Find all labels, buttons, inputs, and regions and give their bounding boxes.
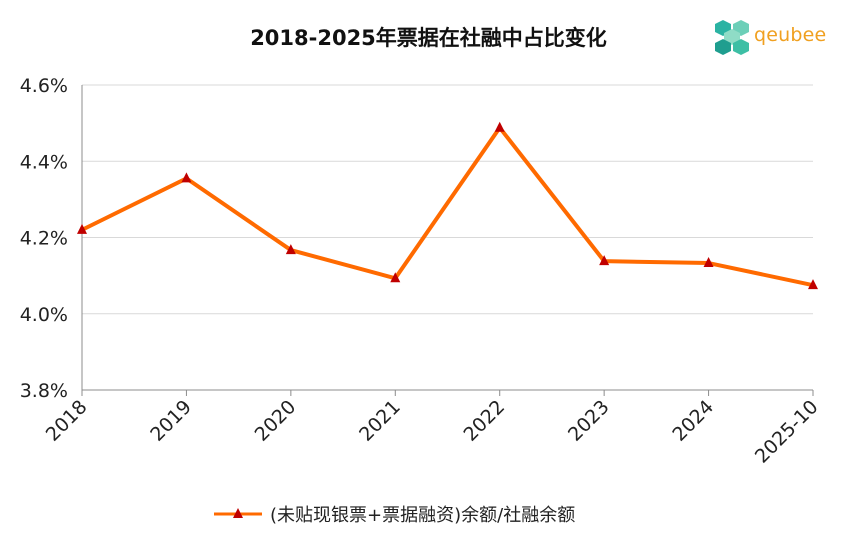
legend-label: (未贴现银票+票据融资)余额/社融余额 <box>270 505 576 526</box>
data-point-marker <box>703 257 714 268</box>
x-tick-label: 2022 <box>459 396 509 446</box>
data-point-marker <box>808 279 818 290</box>
data-point-marker <box>285 244 296 255</box>
chart-title: 2018-2025年票据在社融中占比变化 <box>250 26 607 50</box>
x-tick-label: 2024 <box>668 396 718 446</box>
qeubee-logo: qeubee <box>714 18 829 58</box>
legend: (未贴现银票+票据融资)余额/社融余额 <box>212 500 575 528</box>
logo-text: qeubee <box>754 24 827 46</box>
cube-logo-icon <box>715 20 749 55</box>
data-point-marker <box>599 255 610 266</box>
y-tick-label: 4.0% <box>20 304 68 326</box>
legend-swatch <box>214 508 262 518</box>
x-tick-label: 2020 <box>251 396 301 446</box>
data-point-marker <box>77 223 87 234</box>
data-point-marker <box>181 172 192 183</box>
x-tick-label: 2023 <box>564 396 614 446</box>
y-tick-label: 4.4% <box>20 151 68 173</box>
x-tick-label: 2021 <box>355 396 405 446</box>
data-point-marker <box>390 272 401 283</box>
data-point-marker <box>494 121 505 132</box>
x-tick-label: 2019 <box>146 396 196 446</box>
x-tick-label: 2018 <box>42 396 92 446</box>
y-tick-label: 3.8% <box>20 380 68 402</box>
series-line <box>80 125 815 288</box>
x-tick-label: 2025-10 <box>751 396 823 468</box>
y-tick-label: 4.2% <box>20 228 68 250</box>
y-tick-label: 4.6% <box>20 75 68 97</box>
